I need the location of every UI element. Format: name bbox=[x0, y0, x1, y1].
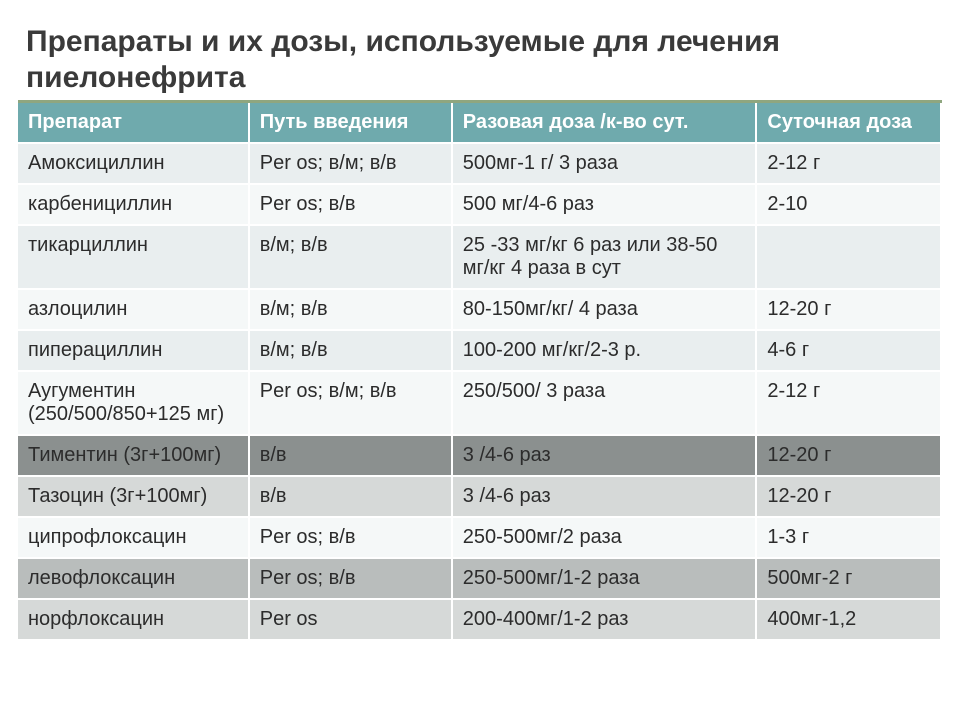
table-row: Тиментин (3г+100мг)в/в3 /4-6 раз12-20 г bbox=[18, 435, 941, 476]
table-cell: 12-20 г bbox=[756, 435, 941, 476]
table-cell: 1-3 г bbox=[756, 517, 941, 558]
table-cell: Per os; в/в bbox=[249, 517, 452, 558]
table-cell: 250-500мг/2 раза bbox=[452, 517, 757, 558]
table-row: азлоцилинв/м; в/в80-150мг/кг/ 4 раза12-2… bbox=[18, 289, 941, 330]
table-cell: 2-12 г bbox=[756, 371, 941, 435]
table-row: левофлоксацинPer os; в/в250-500мг/1-2 ра… bbox=[18, 558, 941, 599]
slide: Препараты и их дозы, используемые для ле… bbox=[0, 0, 960, 720]
table-cell: 100-200 мг/кг/2-3 р. bbox=[452, 330, 757, 371]
table-cell: в/м; в/в bbox=[249, 225, 452, 289]
table-cell: Per os bbox=[249, 599, 452, 640]
table-cell: 2-10 bbox=[756, 184, 941, 225]
table-cell: 2-12 г bbox=[756, 143, 941, 184]
table-cell: Per os; в/м; в/в bbox=[249, 371, 452, 435]
table-cell: 3 /4-6 раз bbox=[452, 476, 757, 517]
table-cell: норфлоксацин bbox=[18, 599, 249, 640]
table-cell: 4-6 г bbox=[756, 330, 941, 371]
table-row: карбенициллинPer os; в/в500 мг/4-6 раз2-… bbox=[18, 184, 941, 225]
slide-title: Препараты и их дозы, используемые для ле… bbox=[18, 24, 942, 103]
table-cell: тикарциллин bbox=[18, 225, 249, 289]
col-header-dose: Разовая доза /к-во сут. bbox=[452, 103, 757, 143]
table-row: тикарциллинв/м; в/в25 -33 мг/кг 6 раз ил… bbox=[18, 225, 941, 289]
table-cell: в/в bbox=[249, 476, 452, 517]
table-row: пиперациллинв/м; в/в100-200 мг/кг/2-3 р.… bbox=[18, 330, 941, 371]
table-row: ципрофлоксацинPer os; в/в250-500мг/2 раз… bbox=[18, 517, 941, 558]
table-cell: 12-20 г bbox=[756, 476, 941, 517]
table-cell: Аугументин (250/500/850+125 мг) bbox=[18, 371, 249, 435]
col-header-drug: Препарат bbox=[18, 103, 249, 143]
table-cell: в/м; в/в bbox=[249, 330, 452, 371]
table-cell: Амоксициллин bbox=[18, 143, 249, 184]
table-cell: ципрофлоксацин bbox=[18, 517, 249, 558]
table-cell: 25 -33 мг/кг 6 раз или 38-50 мг/кг 4 раз… bbox=[452, 225, 757, 289]
table-cell: 12-20 г bbox=[756, 289, 941, 330]
table-row: Аугументин (250/500/850+125 мг)Per os; в… bbox=[18, 371, 941, 435]
table-cell: Тазоцин (3г+100мг) bbox=[18, 476, 249, 517]
dosage-table: Препарат Путь введения Разовая доза /к-в… bbox=[18, 103, 942, 641]
table-cell: Per os; в/в bbox=[249, 184, 452, 225]
table-cell: 3 /4-6 раз bbox=[452, 435, 757, 476]
table-cell: в/в bbox=[249, 435, 452, 476]
table-cell: в/м; в/в bbox=[249, 289, 452, 330]
table-cell: 200-400мг/1-2 раз bbox=[452, 599, 757, 640]
table-cell: азлоцилин bbox=[18, 289, 249, 330]
table-cell bbox=[756, 225, 941, 289]
col-header-route: Путь введения bbox=[249, 103, 452, 143]
table-cell: 500мг-2 г bbox=[756, 558, 941, 599]
table-row: Тазоцин (3г+100мг)в/в3 /4-6 раз12-20 г bbox=[18, 476, 941, 517]
table-cell: 250/500/ 3 раза bbox=[452, 371, 757, 435]
table-cell: 250-500мг/1-2 раза bbox=[452, 558, 757, 599]
table-cell: Тиментин (3г+100мг) bbox=[18, 435, 249, 476]
table-cell: Per os; в/в bbox=[249, 558, 452, 599]
table-cell: 80-150мг/кг/ 4 раза bbox=[452, 289, 757, 330]
table-cell: 500мг-1 г/ 3 раза bbox=[452, 143, 757, 184]
col-header-daily: Суточная доза bbox=[756, 103, 941, 143]
table-cell: Per os; в/м; в/в bbox=[249, 143, 452, 184]
table-cell: левофлоксацин bbox=[18, 558, 249, 599]
table-cell: пиперациллин bbox=[18, 330, 249, 371]
table-row: норфлоксацинPer os200-400мг/1-2 раз400мг… bbox=[18, 599, 941, 640]
table-row: АмоксициллинPer os; в/м; в/в500мг-1 г/ 3… bbox=[18, 143, 941, 184]
table-header-row: Препарат Путь введения Разовая доза /к-в… bbox=[18, 103, 941, 143]
table-cell: 500 мг/4-6 раз bbox=[452, 184, 757, 225]
table-cell: 400мг-1,2 bbox=[756, 599, 941, 640]
table-cell: карбенициллин bbox=[18, 184, 249, 225]
